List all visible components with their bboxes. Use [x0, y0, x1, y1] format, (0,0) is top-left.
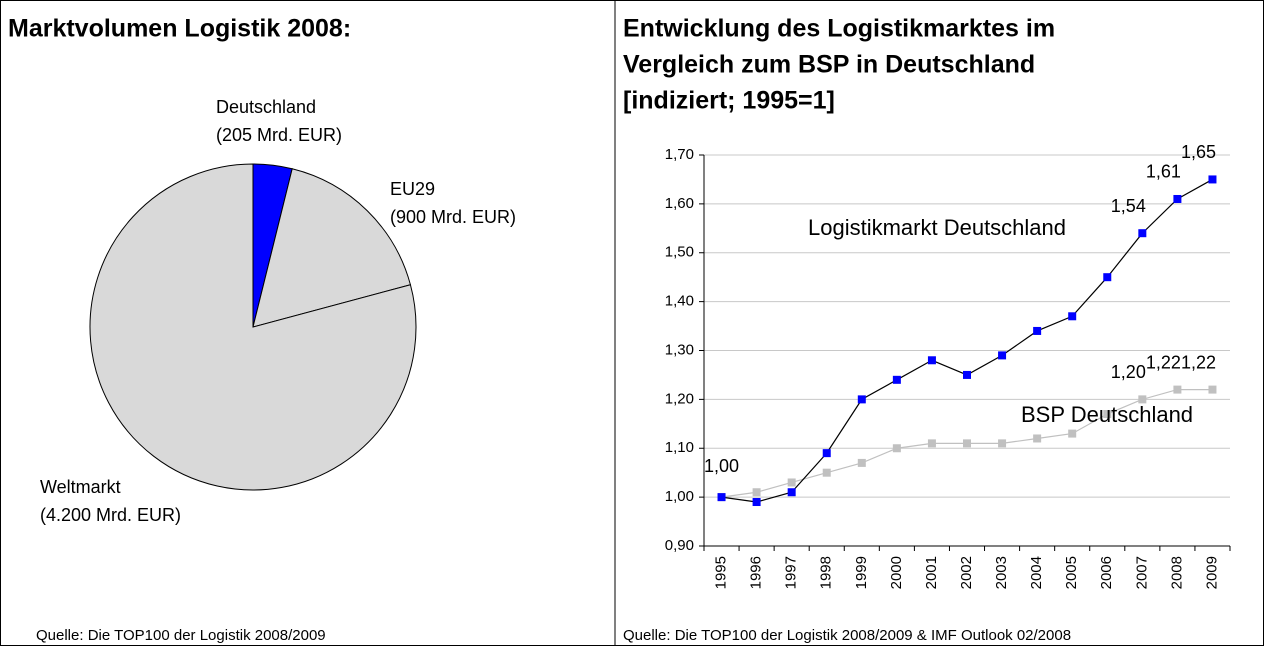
series-name: Logistikmarkt Deutschland: [808, 215, 1066, 240]
pie-title: Marktvolumen Logistik 2008:: [8, 15, 351, 43]
point: [857, 395, 866, 404]
slice-label: EU29: [390, 179, 435, 199]
point: [1068, 429, 1077, 438]
point: [927, 439, 936, 448]
pie-slice: [89, 163, 417, 491]
y-tick-label: 1,40: [665, 293, 694, 310]
value-label: 1,61: [1146, 162, 1181, 182]
line-title: Vergleich zum BSP in Deutschland: [623, 51, 1035, 79]
x-tick-label: 1995: [713, 556, 730, 589]
value-label: 1,20: [1111, 362, 1146, 382]
value-label: 1,54: [1111, 196, 1146, 216]
y-tick-label: 0,90: [665, 537, 694, 554]
y-tick-label: 1,50: [665, 244, 694, 261]
slice-label: Weltmarkt: [40, 477, 121, 497]
x-tick-label: 1996: [748, 556, 765, 589]
slice-value-label: (205 Mrd. EUR): [216, 125, 342, 145]
x-tick-label: 2006: [1098, 556, 1115, 589]
slice-value-label: (4.200 Mrd. EUR): [40, 505, 181, 525]
x-tick-label: 2004: [1028, 556, 1045, 589]
x-tick-label: 2000: [888, 556, 905, 589]
value-label: 1,65: [1181, 142, 1216, 162]
point: [1103, 273, 1112, 282]
point: [998, 351, 1007, 360]
point: [752, 488, 761, 497]
point: [787, 478, 796, 487]
point: [963, 439, 971, 448]
point: [1173, 385, 1182, 394]
point: [998, 439, 1007, 448]
line-title: [indiziert; 1995=1]: [623, 87, 835, 115]
series-name: BSP Deutschland: [1021, 402, 1193, 427]
pie-slice: [252, 168, 412, 328]
point: [822, 449, 831, 458]
x-tick-label: 2008: [1168, 556, 1185, 589]
point: [1033, 434, 1042, 443]
source: Quelle: Die TOP100 der Logistik 2008/200…: [623, 627, 1071, 644]
point: [1173, 194, 1182, 203]
point: [1103, 410, 1112, 419]
point: [822, 468, 831, 477]
value-label: 1,00: [704, 456, 739, 476]
x-tick-label: 2009: [1203, 556, 1220, 589]
value-label: 1,22: [1146, 352, 1181, 372]
point: [717, 493, 726, 502]
point: [787, 488, 796, 497]
point: [857, 458, 866, 467]
x-tick-label: 2007: [1133, 556, 1150, 589]
point: [963, 370, 971, 379]
x-tick-label: 2002: [958, 556, 975, 589]
slice-value-label: (900 Mrd. EUR): [390, 207, 516, 227]
x-tick-label: 1998: [818, 556, 835, 589]
value-label: 1,22: [1181, 352, 1216, 372]
y-tick-label: 1,60: [665, 195, 694, 212]
slice-label: Deutschland: [216, 97, 316, 117]
point: [1138, 229, 1147, 238]
point: [1208, 175, 1217, 184]
y-tick-label: 1,10: [665, 439, 694, 456]
point: [892, 444, 901, 453]
x-tick-label: 1997: [783, 556, 800, 589]
x-tick-label: 1999: [853, 556, 870, 589]
line-title: Entwicklung des Logistikmarktes im: [623, 15, 1055, 43]
x-tick-label: 2001: [923, 556, 940, 589]
y-tick-label: 1,20: [665, 390, 694, 407]
point: [1068, 312, 1077, 321]
point: [752, 498, 761, 507]
x-tick-label: 2003: [993, 556, 1010, 589]
point: [892, 375, 901, 384]
point: [927, 356, 936, 365]
source: Quelle: Die TOP100 der Logistik 2008/200…: [36, 627, 326, 644]
y-tick-label: 1,30: [665, 341, 694, 358]
y-tick-label: 1,00: [665, 488, 694, 505]
point: [1138, 395, 1147, 404]
y-tick-label: 1,70: [665, 146, 694, 163]
x-tick-label: 2005: [1063, 556, 1080, 589]
point: [1033, 326, 1042, 335]
point: [1208, 385, 1217, 394]
